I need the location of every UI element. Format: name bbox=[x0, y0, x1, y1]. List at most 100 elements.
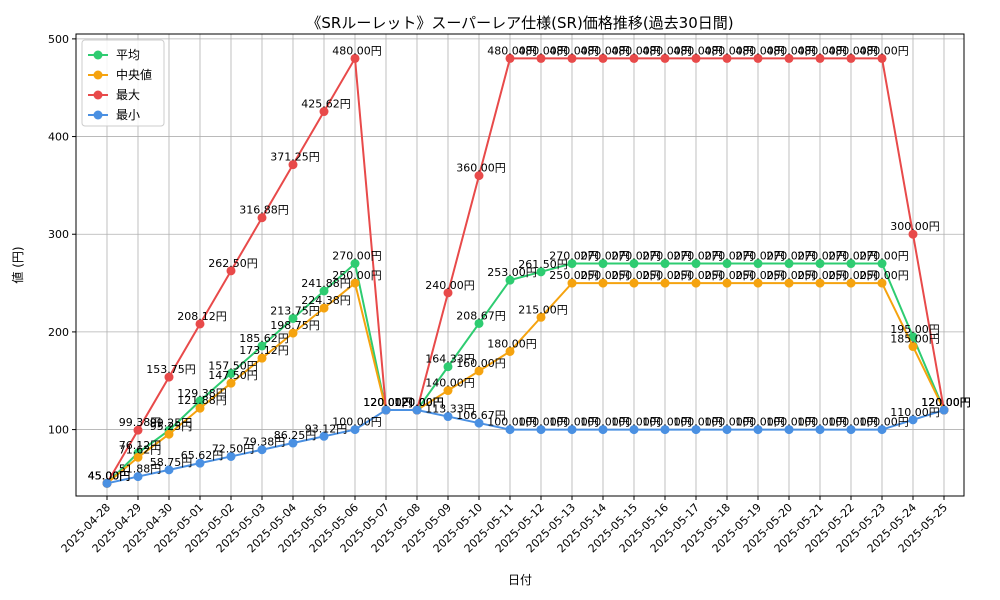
data-label: 100.00円 bbox=[828, 416, 878, 429]
data-point bbox=[567, 53, 577, 63]
data-label: 195.00円 bbox=[890, 323, 940, 336]
data-point bbox=[536, 425, 546, 435]
data-label: 371.25円 bbox=[270, 151, 320, 164]
data-point bbox=[598, 53, 608, 63]
data-label: 113.33円 bbox=[425, 403, 475, 416]
data-point bbox=[288, 160, 298, 170]
data-label: 480.00円 bbox=[611, 44, 661, 57]
data-label: 250.00円 bbox=[549, 269, 599, 282]
data-point bbox=[505, 425, 515, 435]
data-point bbox=[195, 319, 205, 329]
data-point bbox=[691, 425, 701, 435]
data-label: 270.00円 bbox=[859, 250, 909, 263]
data-point bbox=[226, 451, 236, 461]
legend-label: 平均 bbox=[116, 48, 140, 62]
data-point bbox=[784, 425, 794, 435]
data-label: 250.00円 bbox=[580, 269, 630, 282]
data-point bbox=[288, 438, 298, 448]
data-point bbox=[629, 259, 639, 269]
data-point bbox=[660, 259, 670, 269]
data-label: 480.00円 bbox=[487, 44, 537, 57]
y-tick-label: 400 bbox=[48, 131, 69, 144]
data-point bbox=[257, 353, 267, 363]
data-label: 120.00円 bbox=[394, 396, 444, 409]
data-point bbox=[691, 259, 701, 269]
data-point bbox=[319, 107, 329, 117]
data-label: 100.00円 bbox=[797, 416, 847, 429]
data-label: 480.00円 bbox=[580, 44, 630, 57]
data-point bbox=[164, 465, 174, 475]
data-label: 480.00円 bbox=[673, 44, 723, 57]
data-label: 120.00円 bbox=[363, 396, 413, 409]
data-point bbox=[846, 53, 856, 63]
legend-label: 中央値 bbox=[116, 67, 152, 82]
data-point bbox=[722, 278, 732, 288]
data-point bbox=[784, 259, 794, 269]
data-label: 213.75円 bbox=[270, 304, 320, 317]
data-point bbox=[226, 266, 236, 276]
data-point bbox=[846, 425, 856, 435]
data-point bbox=[381, 405, 391, 415]
series-layer bbox=[102, 53, 949, 488]
data-label: 270.00円 bbox=[766, 250, 816, 263]
data-point bbox=[567, 278, 577, 288]
data-point bbox=[474, 366, 484, 376]
data-label: 120.00円 bbox=[921, 396, 971, 409]
data-point bbox=[877, 425, 887, 435]
data-label: 480.00円 bbox=[704, 44, 754, 57]
data-point bbox=[319, 303, 329, 313]
data-label: 208.67円 bbox=[456, 309, 506, 322]
data-label: 45.00円 bbox=[88, 469, 131, 482]
data-point bbox=[536, 53, 546, 63]
data-label: 120.00円 bbox=[394, 396, 444, 409]
data-point bbox=[877, 278, 887, 288]
data-label: 198.75円 bbox=[270, 319, 320, 332]
data-label: 106.67円 bbox=[456, 409, 506, 422]
data-label: 65.62円 bbox=[181, 449, 224, 462]
data-label: 270.00円 bbox=[704, 250, 754, 263]
data-label: 147.50円 bbox=[208, 369, 258, 382]
legend-marker bbox=[93, 70, 103, 80]
data-label: 51.88円 bbox=[119, 463, 162, 476]
data-point bbox=[877, 53, 887, 63]
data-label: 71.62円 bbox=[119, 443, 162, 456]
data-point bbox=[908, 229, 918, 239]
data-point bbox=[350, 53, 360, 63]
data-label: 93.12円 bbox=[305, 422, 348, 435]
data-point bbox=[319, 286, 329, 296]
data-label: 100.00円 bbox=[735, 416, 785, 429]
data-point bbox=[226, 368, 236, 378]
data-point bbox=[753, 259, 763, 269]
data-label: 157.50円 bbox=[208, 359, 258, 372]
data-label: 250.00円 bbox=[611, 269, 661, 282]
data-point bbox=[164, 429, 174, 439]
data-point bbox=[598, 278, 608, 288]
data-label: 480.00円 bbox=[549, 44, 599, 57]
series-line bbox=[106, 281, 945, 485]
data-point bbox=[505, 346, 515, 356]
series-line bbox=[106, 55, 945, 484]
data-point bbox=[877, 259, 887, 269]
y-tick-label: 500 bbox=[48, 33, 69, 46]
data-point bbox=[567, 259, 577, 269]
data-point bbox=[908, 342, 918, 352]
data-label: 241.88円 bbox=[301, 277, 351, 290]
data-label: 121.88円 bbox=[177, 394, 227, 407]
data-label: 120.00円 bbox=[394, 396, 444, 409]
data-label: 250.00円 bbox=[828, 269, 878, 282]
legend-label: 最小 bbox=[116, 108, 140, 122]
data-label: 164.33円 bbox=[425, 353, 475, 366]
data-label: 224.38円 bbox=[301, 294, 351, 307]
legend-marker bbox=[93, 110, 103, 120]
data-label: 250.00円 bbox=[673, 269, 723, 282]
data-point bbox=[784, 278, 794, 288]
data-label: 270.00円 bbox=[332, 250, 382, 263]
data-point bbox=[691, 53, 701, 63]
data-label: 120.00円 bbox=[921, 396, 971, 409]
data-point bbox=[257, 213, 267, 223]
data-point bbox=[536, 312, 546, 322]
data-label: 270.00円 bbox=[611, 250, 661, 263]
data-point bbox=[257, 445, 267, 455]
